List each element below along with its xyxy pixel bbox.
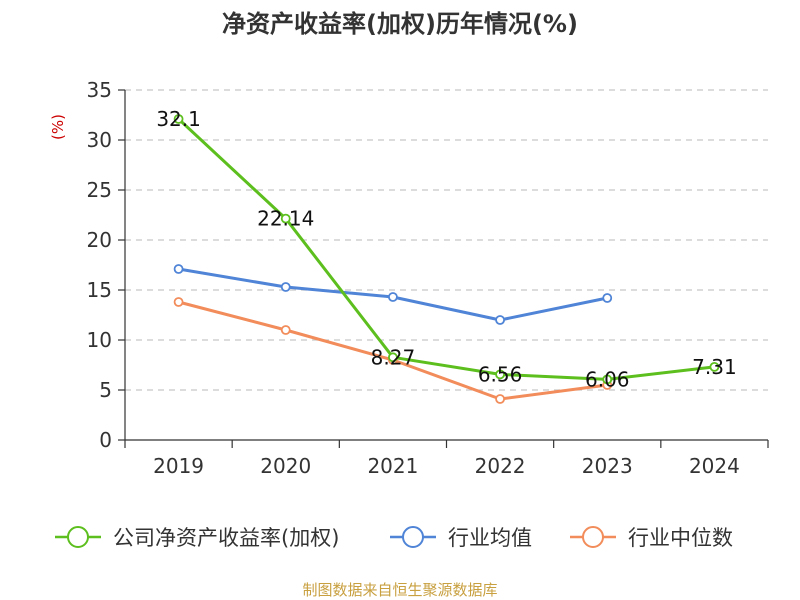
legend-item[interactable]: 行业均值	[390, 526, 532, 550]
data-point[interactable]	[602, 293, 613, 303]
chart-title: 净资产收益率(加权)历年情况(%)	[222, 10, 578, 38]
y-axis: 0 5 10 15 20 25 30 35	[87, 78, 126, 452]
source-note: 制图数据来自恒生聚源数据库	[302, 581, 497, 599]
data-point[interactable]	[602, 374, 613, 385]
data-point[interactable]	[388, 352, 398, 363]
legend-marker	[67, 526, 89, 548]
data-point[interactable]	[709, 361, 720, 372]
gridlines	[125, 89, 768, 391]
data-point[interactable]	[173, 114, 184, 124]
series-line	[177, 117, 715, 381]
data-point[interactable]	[495, 394, 505, 404]
y-tick-label: 5	[99, 378, 112, 402]
data-point[interactable]	[280, 213, 291, 224]
x-tick-label: 2024	[689, 454, 740, 478]
legend-item[interactable]: 行业中位数	[570, 526, 733, 550]
data-label: 6.06	[585, 367, 630, 391]
x-tick-label: 2020	[260, 454, 311, 478]
data-label: 8.27	[371, 345, 416, 369]
legend-label: 行业中位数	[628, 526, 733, 550]
y-tick-label: 0	[99, 428, 112, 452]
y-tick-label: 20	[87, 228, 112, 252]
data-point[interactable]	[280, 282, 291, 292]
legend[interactable]: 公司净资产收益率(加权) 行业均值 行业中位数	[55, 526, 733, 550]
y-axis-label: (%)	[49, 114, 67, 140]
data-point[interactable]	[495, 369, 505, 380]
x-tick-label: 2021	[367, 454, 418, 478]
data-label: 6.56	[478, 362, 523, 386]
data-point[interactable]	[173, 297, 184, 307]
data-label: 7.31	[692, 355, 737, 379]
x-tick-label: 2019	[153, 454, 204, 478]
y-tick-label: 25	[87, 178, 112, 202]
data-point[interactable]	[280, 325, 291, 335]
y-tick-label: 15	[87, 278, 112, 302]
legend-marker	[402, 526, 424, 548]
data-point[interactable]	[495, 315, 505, 325]
data-label: 32.1	[156, 107, 201, 131]
x-axis: 2019 2020 2021 2022 2023 2024	[124, 439, 769, 478]
x-tick-label: 2022	[475, 454, 526, 478]
legend-marker	[582, 526, 604, 548]
legend-item[interactable]: 公司净资产收益率(加权)	[55, 526, 339, 550]
y-tick-label: 10	[87, 328, 112, 352]
data-labels: 32.1 22.14 8.27 6.56 6.06 7.31	[156, 107, 736, 391]
y-tick-label: 35	[87, 78, 112, 102]
legend-label: 公司净资产收益率(加权)	[113, 526, 339, 550]
legend-label: 行业均值	[448, 526, 532, 550]
data-label: 22.14	[257, 207, 314, 231]
series-layer	[173, 114, 720, 404]
y-tick-label: 30	[87, 128, 112, 152]
data-point[interactable]	[173, 264, 184, 274]
x-tick-label: 2023	[582, 454, 633, 478]
data-point[interactable]	[388, 292, 398, 302]
